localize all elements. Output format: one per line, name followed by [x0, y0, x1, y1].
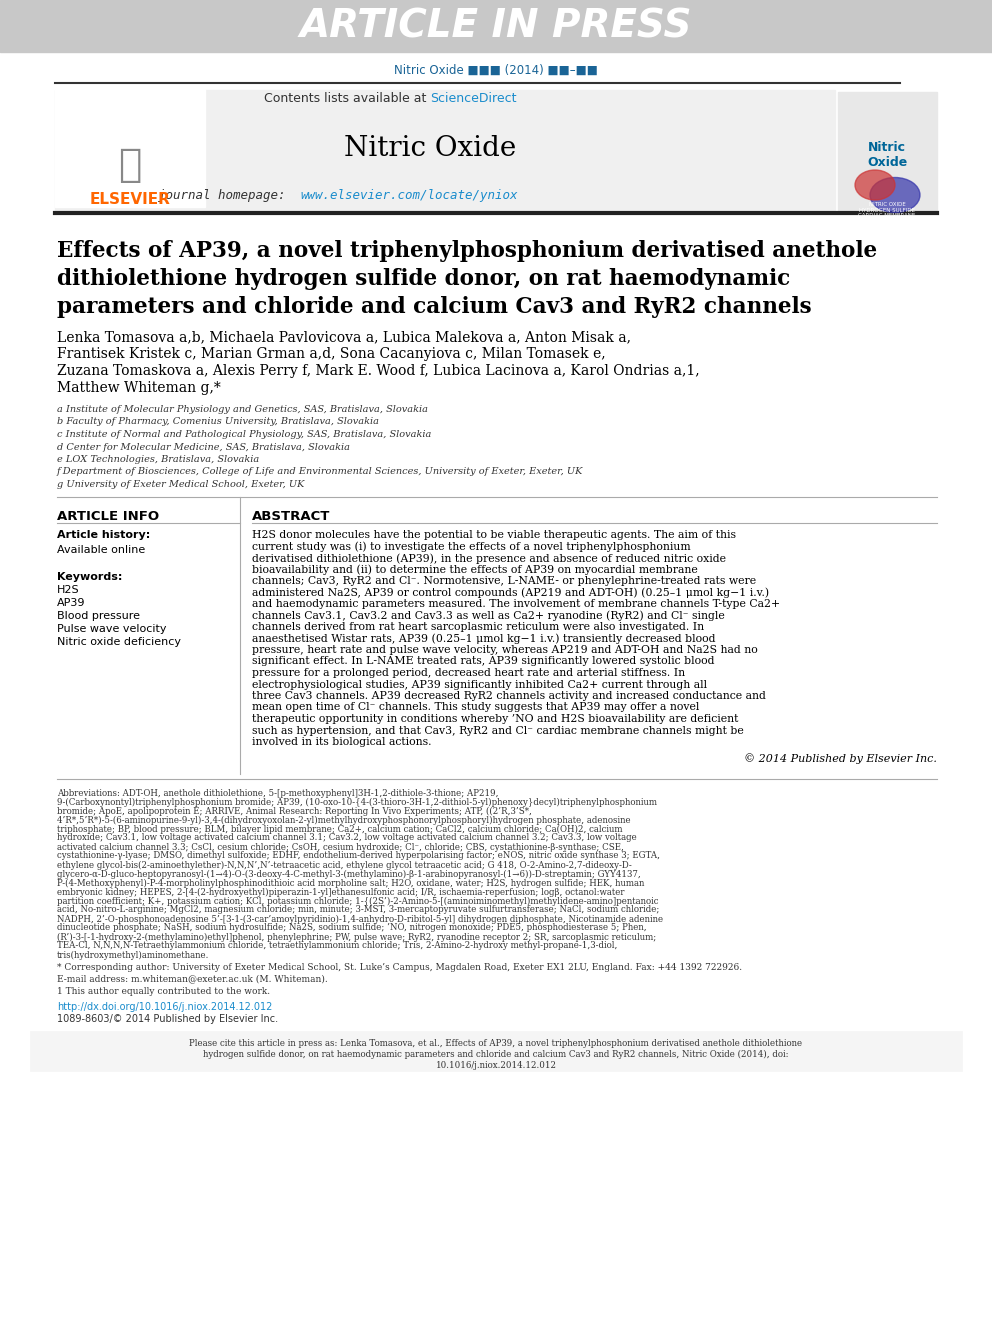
- Text: d Center for Molecular Medicine, SAS, Bratislava, Slovakia: d Center for Molecular Medicine, SAS, Br…: [57, 442, 350, 451]
- Text: administered Na2S, AP39 or control compounds (AP219 and ADT-OH) (0.25–1 μmol kg−: administered Na2S, AP39 or control compo…: [252, 587, 769, 598]
- Text: pressure, heart rate and pulse wave velocity, whereas AP219 and ADT-OH and Na2S : pressure, heart rate and pulse wave velo…: [252, 646, 758, 655]
- Text: Nitric oxide deficiency: Nitric oxide deficiency: [57, 636, 181, 647]
- Text: Contents lists available at: Contents lists available at: [264, 91, 430, 105]
- Text: H2S: H2S: [57, 585, 79, 595]
- Text: ARTICLE IN PRESS: ARTICLE IN PRESS: [300, 7, 692, 45]
- Text: activated calcium channel 3.3; CsCl, cesium chloride; CsOH, cesium hydroxide; Cl: activated calcium channel 3.3; CsCl, ces…: [57, 843, 624, 852]
- Text: Keywords:: Keywords:: [57, 572, 122, 582]
- Text: involved in its biological actions.: involved in its biological actions.: [252, 737, 432, 747]
- Text: Pulse wave velocity: Pulse wave velocity: [57, 624, 167, 634]
- Text: three Cav3 channels. AP39 decreased RyR2 channels activity and increased conduct: three Cav3 channels. AP39 decreased RyR2…: [252, 691, 766, 701]
- Text: parameters and chloride and calcium Cav3 and RyR2 channels: parameters and chloride and calcium Cav3…: [57, 296, 811, 318]
- Text: P-(4-Methoxyphenyl)-P-4-morpholinylphosphinodithioic acid morpholine salt; H2O, : P-(4-Methoxyphenyl)-P-4-morpholinylphosp…: [57, 878, 645, 888]
- Text: electrophysiological studies, AP39 significantly inhibited Ca2+ current through : electrophysiological studies, AP39 signi…: [252, 680, 707, 689]
- Bar: [55, 89, 205, 206]
- Text: f Department of Biosciences, College of Life and Environmental Sciences, Univers: f Department of Biosciences, College of …: [57, 467, 583, 476]
- Text: hydroxide; Cav3.1, low voltage activated calcium channel 3.1; Cav3.2, low voltag: hydroxide; Cav3.1, low voltage activated…: [57, 833, 637, 843]
- Text: anaesthetised Wistar rats, AP39 (0.25–1 μmol kg−1 i.v.) transiently decreased bl: anaesthetised Wistar rats, AP39 (0.25–1 …: [252, 634, 715, 644]
- Text: Available online: Available online: [57, 545, 145, 556]
- Bar: [838, 93, 937, 212]
- Text: pressure for a prolonged period, decreased heart rate and arterial stiffness. In: pressure for a prolonged period, decreas…: [252, 668, 685, 677]
- Text: NADPH, 2’-O-phosphonoadenosine 5’-[3-1-(3-car’amoylpyridinio)-1,4-anhydro-D-ribi: NADPH, 2’-O-phosphonoadenosine 5’-[3-1-(…: [57, 914, 663, 923]
- Text: ABSTRACT: ABSTRACT: [252, 509, 330, 523]
- Text: partition coefficient; K+, potassium cation; KCl, potassium chloride; 1-{(2S’)-2: partition coefficient; K+, potassium cat…: [57, 897, 659, 906]
- Text: Article history:: Article history:: [57, 531, 150, 540]
- Text: 1 This author equally contributed to the work.: 1 This author equally contributed to the…: [57, 987, 270, 995]
- Text: ScienceDirect: ScienceDirect: [430, 91, 517, 105]
- Text: derivatised dithiolethione (AP39), in the presence and absence of reduced nitric: derivatised dithiolethione (AP39), in th…: [252, 553, 726, 564]
- Text: cystathionine-γ-lyase; DMSO, dimethyl sulfoxide; EDHF, endothelium-derived hyper: cystathionine-γ-lyase; DMSO, dimethyl su…: [57, 852, 660, 860]
- Text: Frantisek Kristek c, Marian Grman a,d, Sona Cacanyiova c, Milan Tomasek e,: Frantisek Kristek c, Marian Grman a,d, S…: [57, 347, 606, 361]
- Text: glycero-α-D-gluco-heptopyranosyl-(1→4)-O-(3-deoxy-4-C-methyl-3-(methylamino)-β-1: glycero-α-D-gluco-heptopyranosyl-(1→4)-O…: [57, 869, 641, 878]
- Text: embryonic kidney; HEPES, 2-[4-(2-hydroxyethyl)piperazin-1-yl]ethanesulfonic acid: embryonic kidney; HEPES, 2-[4-(2-hydroxy…: [57, 888, 625, 897]
- Text: 🌳: 🌳: [118, 146, 142, 184]
- Text: Abbreviations: ADT-OH, anethole dithiolethione, 5-[p-methoxyphenyl]3H-1,2-dithio: Abbreviations: ADT-OH, anethole dithiole…: [57, 789, 499, 798]
- Text: triphosphate; BP, blood pressure; BLM, bilayer lipid membrane; Ca2+, calcium cat: triphosphate; BP, blood pressure; BLM, b…: [57, 824, 623, 833]
- Text: a Institute of Molecular Physiology and Genetics, SAS, Bratislava, Slovakia: a Institute of Molecular Physiology and …: [57, 405, 428, 414]
- Text: TEA-Cl, N,N,N,N-Tetraethylammonium chloride, tetraethylammonium chloride; Tris, : TEA-Cl, N,N,N,N-Tetraethylammonium chlor…: [57, 942, 617, 950]
- Text: b Faculty of Pharmacy, Comenius University, Bratislava, Slovakia: b Faculty of Pharmacy, Comenius Universi…: [57, 418, 379, 426]
- Text: http://dx.doi.org/10.1016/j.niox.2014.12.012: http://dx.doi.org/10.1016/j.niox.2014.12…: [57, 1002, 273, 1012]
- Text: bromide; ApoE, apolipoprotein E; ARRIVE, Animal Research: Reporting In Vivo Expe: bromide; ApoE, apolipoprotein E; ARRIVE,…: [57, 807, 532, 815]
- Text: channels; Cav3, RyR2 and Cl⁻. Normotensive, L-NAME- or phenylephrine-treated rat: channels; Cav3, RyR2 and Cl⁻. Normotensi…: [252, 576, 756, 586]
- Text: Nitric Oxide ■■■ (2014) ■■–■■: Nitric Oxide ■■■ (2014) ■■–■■: [394, 64, 598, 77]
- Text: dinucleotide phosphate; NaSH, sodium hydrosulfide; Na2S, sodium sulfide; ’NO, ni: dinucleotide phosphate; NaSH, sodium hyd…: [57, 923, 647, 933]
- Text: bioavailability and (ii) to determine the effects of AP39 on myocardial membrane: bioavailability and (ii) to determine th…: [252, 565, 697, 576]
- Text: channels Cav3.1, Cav3.2 and Cav3.3 as well as Ca2+ ryanodine (RyR2) and Cl⁻ sing: channels Cav3.1, Cav3.2 and Cav3.3 as we…: [252, 610, 725, 620]
- Text: and haemodynamic parameters measured. The involvement of membrane channels T-typ: and haemodynamic parameters measured. Th…: [252, 599, 780, 609]
- Text: ELSEVIER: ELSEVIER: [89, 193, 171, 208]
- Text: Matthew Whiteman g,*: Matthew Whiteman g,*: [57, 381, 221, 396]
- Text: Nitric Oxide: Nitric Oxide: [344, 135, 516, 161]
- Text: * Corresponding author: University of Exeter Medical School, St. Luke’s Campus, : * Corresponding author: University of Ex…: [57, 963, 742, 971]
- Text: e LOX Technologies, Bratislava, Slovakia: e LOX Technologies, Bratislava, Slovakia: [57, 455, 259, 464]
- Text: Please cite this article in press as: Lenka Tomasova, et al., Effects of AP39, a: Please cite this article in press as: Le…: [189, 1039, 803, 1048]
- Text: ethylene glycol-bis(2-aminoethylether)-N,N,N’,N’-tetraacetic acid, ethylene glyc: ethylene glycol-bis(2-aminoethylether)-N…: [57, 860, 632, 869]
- Text: channels derived from rat heart sarcoplasmic reticulum were also investigated. I: channels derived from rat heart sarcopla…: [252, 622, 704, 632]
- Text: such as hypertension, and that Cav3, RyR2 and Cl⁻ cardiac membrane channels migh: such as hypertension, and that Cav3, RyR…: [252, 725, 744, 736]
- Text: tris(hydroxymethyl)aminomethane.: tris(hydroxymethyl)aminomethane.: [57, 950, 209, 959]
- Text: dithiolethione hydrogen sulfide donor, on rat haemodynamic: dithiolethione hydrogen sulfide donor, o…: [57, 269, 791, 290]
- Text: Zuzana Tomaskova a, Alexis Perry f, Mark E. Wood f, Lubica Lacinova a, Karol Ond: Zuzana Tomaskova a, Alexis Perry f, Mark…: [57, 364, 699, 378]
- Bar: [30, 1031, 962, 1070]
- Text: c Institute of Normal and Pathological Physiology, SAS, Bratislava, Slovakia: c Institute of Normal and Pathological P…: [57, 430, 432, 439]
- Text: mean open time of Cl⁻ channels. This study suggests that AP39 may offer a novel: mean open time of Cl⁻ channels. This stu…: [252, 703, 699, 713]
- Text: 10.1016/j.niox.2014.12.012: 10.1016/j.niox.2014.12.012: [435, 1061, 557, 1069]
- Text: E-mail address: m.whiteman@exeter.ac.uk (M. Whiteman).: E-mail address: m.whiteman@exeter.ac.uk …: [57, 975, 327, 983]
- Bar: [0, 0, 992, 52]
- Text: hydrogen sulfide donor, on rat haemodynamic parameters and chloride and calcium : hydrogen sulfide donor, on rat haemodyna…: [203, 1049, 789, 1058]
- Text: 9-(Carboxynontyl)triphenylphosphonium bromide; AP39, (10-oxo-10-{4-(3-thioro-3H-: 9-(Carboxynontyl)triphenylphosphonium br…: [57, 798, 657, 807]
- Text: significant effect. In L-NAME treated rats, AP39 significantly lowered systolic : significant effect. In L-NAME treated ra…: [252, 656, 714, 667]
- Text: www.elsevier.com/locate/yniox: www.elsevier.com/locate/yniox: [300, 188, 518, 201]
- Text: Lenka Tomasova a,b, Michaela Pavlovicova a, Lubica Malekova a, Anton Misak a,: Lenka Tomasova a,b, Michaela Pavlovicova…: [57, 329, 631, 344]
- Text: 4’R*,5’R*)-5-(6-aminopurine-9-yl)-3,4-(dihydroxyoxolan-2-yl)methylhydroxyphospho: 4’R*,5’R*)-5-(6-aminopurine-9-yl)-3,4-(d…: [57, 815, 631, 824]
- Text: journal homepage:: journal homepage:: [158, 188, 300, 201]
- Text: NITRIC OXIDE
HYDROGEN SULFIDE
CARDIAC MEMBRANE: NITRIC OXIDE HYDROGEN SULFIDE CARDIAC ME…: [858, 201, 916, 218]
- Ellipse shape: [870, 177, 920, 213]
- Text: 1089-8603/© 2014 Published by Elsevier Inc.: 1089-8603/© 2014 Published by Elsevier I…: [57, 1013, 278, 1024]
- Text: Blood pressure: Blood pressure: [57, 611, 140, 620]
- Text: AP39: AP39: [57, 598, 85, 609]
- Text: (R’)-3-[-1-hydroxy-2-(methylamino)ethyl]phenol, phenylephrine; PW, pulse wave; R: (R’)-3-[-1-hydroxy-2-(methylamino)ethyl]…: [57, 933, 657, 942]
- Text: © 2014 Published by Elsevier Inc.: © 2014 Published by Elsevier Inc.: [744, 754, 937, 765]
- Text: Effects of AP39, a novel triphenylphosphonium derivatised anethole: Effects of AP39, a novel triphenylphosph…: [57, 239, 877, 262]
- Text: ARTICLE INFO: ARTICLE INFO: [57, 509, 159, 523]
- Text: current study was (i) to investigate the effects of a novel triphenylphosphonium: current study was (i) to investigate the…: [252, 541, 690, 552]
- Bar: [55, 90, 835, 210]
- Text: therapeutic opportunity in conditions whereby ’NO and H2S bioavailability are de: therapeutic opportunity in conditions wh…: [252, 714, 738, 724]
- Text: Nitric
Oxide: Nitric Oxide: [867, 142, 907, 169]
- Ellipse shape: [855, 169, 895, 200]
- Text: H2S donor molecules have the potential to be viable therapeutic agents. The aim : H2S donor molecules have the potential t…: [252, 531, 736, 540]
- Text: acid, No-nitro-L-arginine; MgCl2, magnesium chloride; min, minute; 3-MST, 3-merc: acid, No-nitro-L-arginine; MgCl2, magnes…: [57, 905, 660, 914]
- Text: g University of Exeter Medical School, Exeter, UK: g University of Exeter Medical School, E…: [57, 480, 305, 490]
